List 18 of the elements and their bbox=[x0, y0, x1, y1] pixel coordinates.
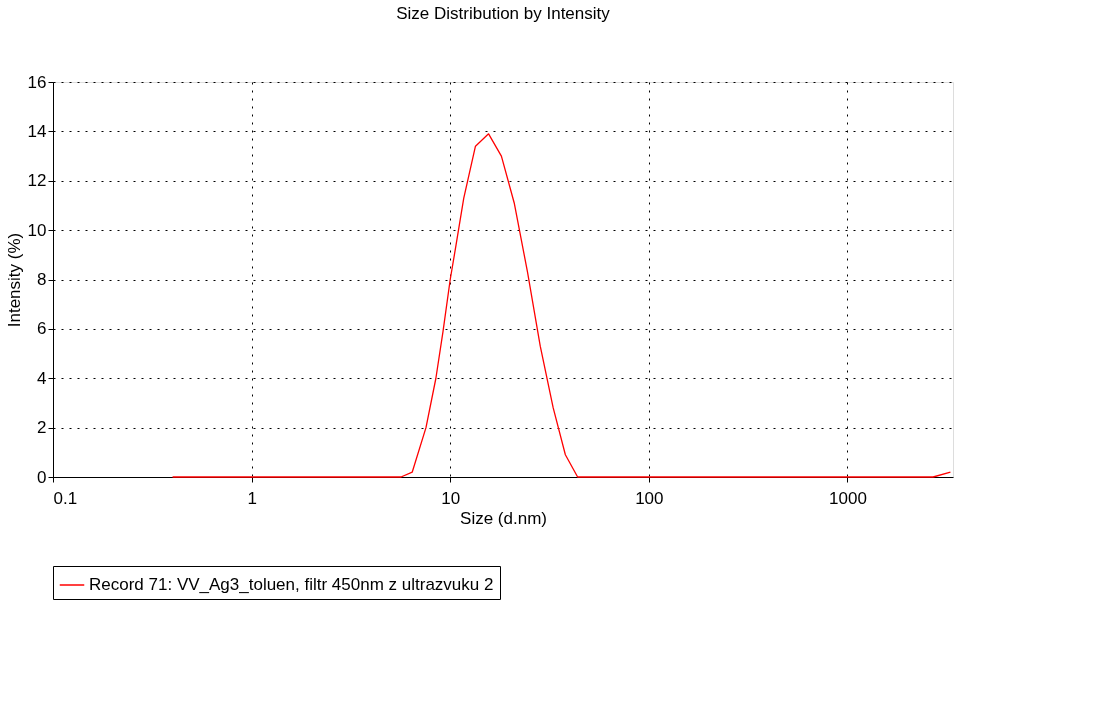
x-tick-label: 1 bbox=[247, 488, 257, 508]
y-tick-label: 14 bbox=[27, 121, 47, 141]
x-tick-label: 0.1 bbox=[53, 488, 78, 508]
y-tick-label: 0 bbox=[37, 467, 47, 487]
y-tick-label: 10 bbox=[27, 220, 47, 240]
x-axis-title: Size (d.nm) bbox=[460, 508, 547, 528]
x-tick-label: 100 bbox=[635, 488, 664, 508]
y-tick-label: 4 bbox=[37, 368, 47, 388]
x-tick-label: 10 bbox=[441, 488, 461, 508]
legend-label: Record 71: VV_Ag3_toluen, filtr 450nm z ultrazvuku 2 bbox=[89, 575, 494, 594]
y-tick-label: 16 bbox=[27, 72, 47, 92]
y-tick-label: 2 bbox=[37, 418, 47, 438]
y-tick-label: 12 bbox=[27, 171, 47, 191]
chart-title: Size Distribution by Intensity bbox=[396, 4, 611, 23]
y-axis-title: Intensity (%) bbox=[4, 232, 24, 328]
y-tick-label: 8 bbox=[37, 270, 47, 289]
y-tick-label: 6 bbox=[37, 319, 47, 339]
x-tick-label: 1000 bbox=[829, 488, 867, 508]
